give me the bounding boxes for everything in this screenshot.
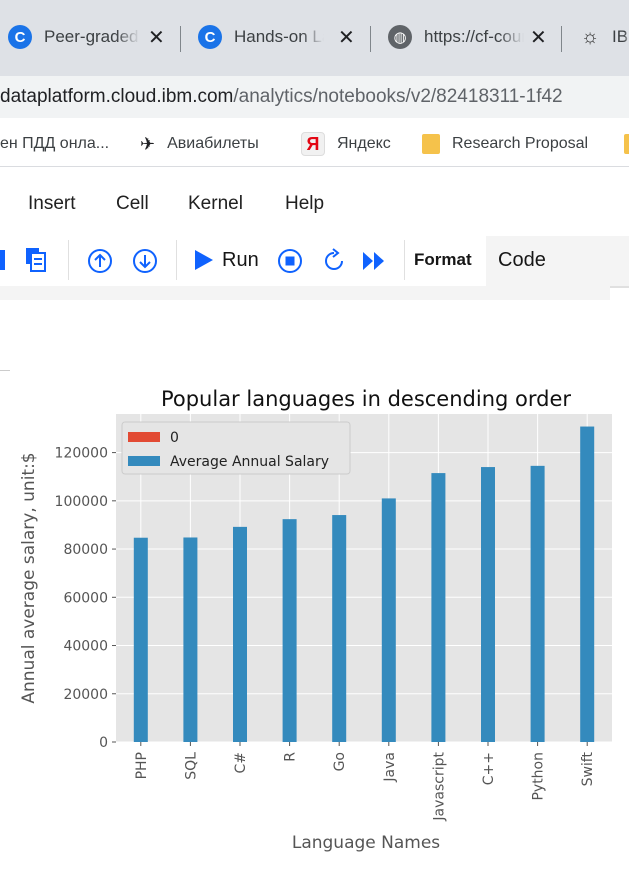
- bookmark-pdd[interactable]: ен ПДД онла...: [0, 122, 109, 166]
- cell-output-marker: [0, 370, 10, 371]
- chart-title: Popular languages in descending order: [161, 387, 571, 411]
- bookmarks-bar: ен ПДД онла... ✈ Авиабилеты Я Яндекс Res…: [0, 122, 629, 167]
- move-down-icon[interactable]: [131, 247, 159, 275]
- bar-swift: [580, 426, 595, 742]
- notebook-menu-bar: Insert Cell Kernel Help: [0, 172, 629, 234]
- bar-sql: [183, 537, 198, 742]
- close-icon[interactable]: ✕: [148, 26, 165, 49]
- bookmark-label: Research Proposal: [452, 135, 589, 152]
- x-tick-label: Javascript: [431, 751, 447, 821]
- toolbar-separator: [176, 240, 177, 280]
- legend-box: [121, 421, 351, 475]
- browser-tab-strip: C Peer-graded Assignment ✕ C Hands-on La…: [0, 0, 629, 88]
- cut-icon[interactable]: [0, 250, 5, 270]
- tab-title: Hands-on Lab: [234, 27, 324, 46]
- bookmark-research-proposal[interactable]: Research Proposal: [422, 122, 588, 166]
- folder-icon: [422, 134, 440, 154]
- x-tick-label: C#: [233, 752, 249, 774]
- tab-title: IBM: [612, 27, 629, 46]
- x-tick-label: PHP: [134, 752, 150, 779]
- tab-hands-on-lab[interactable]: C Hands-on Lab ✕: [198, 10, 360, 64]
- stop-icon[interactable]: [276, 247, 304, 275]
- legend-label: Average Annual Salary: [170, 454, 329, 470]
- bar-javascript: [431, 473, 446, 742]
- y-axis-label: Annual average salary, unit:$: [19, 452, 39, 703]
- y-tick-label: 0: [99, 735, 108, 751]
- bookmark-label: Яндекс: [337, 135, 391, 152]
- bar-go: [332, 515, 347, 742]
- y-tick-label: 120000: [55, 446, 108, 462]
- bookmark-aviabilety[interactable]: ✈ Авиабилеты: [140, 122, 259, 166]
- globe-icon: ◍: [388, 25, 412, 49]
- tab-separator: [561, 26, 562, 52]
- salary-bar-chart: Popular languages in descending order 0 2…: [19, 387, 612, 853]
- url-path: /analytics/notebooks/v2/82418311-1f42: [233, 86, 563, 107]
- tab-separator: [180, 26, 181, 52]
- bar-java: [381, 498, 396, 742]
- x-tick-label: Python: [531, 752, 547, 801]
- legend-swatch: [128, 432, 160, 442]
- x-axis-label: Language Names: [292, 833, 440, 853]
- y-axis-ticks: 0 20000 40000 60000 80000 100000 120000: [55, 446, 116, 751]
- bookmark-label: Авиабилеты: [167, 135, 259, 152]
- paste-icon[interactable]: [24, 246, 48, 274]
- tab-title: https://cf-course: [424, 27, 524, 46]
- restart-icon[interactable]: [320, 247, 348, 275]
- y-tick-label: 20000: [63, 687, 108, 703]
- coursera-icon: C: [198, 25, 222, 49]
- x-tick-label: SQL: [183, 752, 199, 780]
- tab-title: Peer-graded Assignment: [44, 27, 140, 46]
- folder-icon: [624, 134, 629, 154]
- bar-c#: [233, 526, 247, 742]
- bar-c++: [481, 467, 495, 742]
- y-tick-label: 60000: [63, 590, 108, 606]
- coursera-icon: C: [8, 25, 32, 49]
- x-tick-label: C++: [481, 752, 497, 785]
- bookmark-label: ен ПДД онла...: [0, 135, 110, 152]
- tab-peer-graded[interactable]: C Peer-graded Assignment ✕: [8, 10, 172, 64]
- close-icon[interactable]: ✕: [530, 26, 547, 49]
- tab-cf-course[interactable]: ◍ https://cf-course ✕: [388, 10, 550, 64]
- bar-r: [282, 519, 297, 742]
- x-tick-label: Go: [332, 752, 348, 771]
- x-tick-label: R: [283, 752, 299, 762]
- url-domain: dataplatform.cloud.ibm.com: [0, 86, 234, 107]
- toolbar-shadow: [0, 286, 610, 300]
- run-icon[interactable]: [190, 248, 216, 272]
- bar-php: [133, 537, 148, 742]
- yandex-icon: Я: [301, 132, 325, 156]
- y-tick-label: 80000: [63, 542, 108, 558]
- address-bar[interactable]: dataplatform.cloud.ibm.com/analytics/not…: [0, 76, 629, 118]
- bars: [133, 426, 595, 742]
- close-icon[interactable]: ✕: [338, 26, 355, 49]
- format-label: Format: [414, 250, 472, 269]
- run-all-icon[interactable]: [360, 248, 388, 274]
- legend-swatch: [128, 456, 160, 466]
- plane-icon: ✈: [140, 133, 156, 154]
- tab-separator: [370, 26, 371, 52]
- menu-help[interactable]: Help: [285, 193, 325, 214]
- x-tick-label: Java: [382, 752, 398, 783]
- chart-legend: 0 Average Annual Salary: [121, 421, 351, 475]
- menu-kernel[interactable]: Kernel: [188, 193, 243, 214]
- menu-insert[interactable]: Insert: [28, 193, 76, 214]
- x-axis-ticks: PHP SQL C# R Go Java Javascript C++ Python Swift: [134, 742, 596, 822]
- menu-cell[interactable]: Cell: [116, 193, 149, 214]
- cell-type-value: Code: [498, 249, 546, 271]
- bookmark-folder-partial[interactable]: [624, 122, 629, 166]
- run-button[interactable]: Run: [222, 249, 259, 271]
- notebook-toolbar: Run Format Code: [0, 234, 629, 288]
- y-tick-label: 40000: [63, 639, 108, 655]
- x-tick-label: Swift: [580, 751, 596, 786]
- toolbar-separator: [68, 240, 69, 280]
- bar-python: [530, 465, 545, 742]
- cell-type-select[interactable]: Code: [486, 236, 629, 288]
- y-tick-label: 100000: [55, 494, 108, 510]
- legend-label: 0: [170, 430, 179, 446]
- toolbar-separator: [404, 240, 405, 280]
- ibm-watson-icon: ☼: [580, 25, 600, 48]
- tab-ibm[interactable]: ☼ IBM: [578, 10, 629, 64]
- bookmark-yandex[interactable]: Я Яндекс: [301, 122, 391, 166]
- move-up-icon[interactable]: [86, 247, 114, 275]
